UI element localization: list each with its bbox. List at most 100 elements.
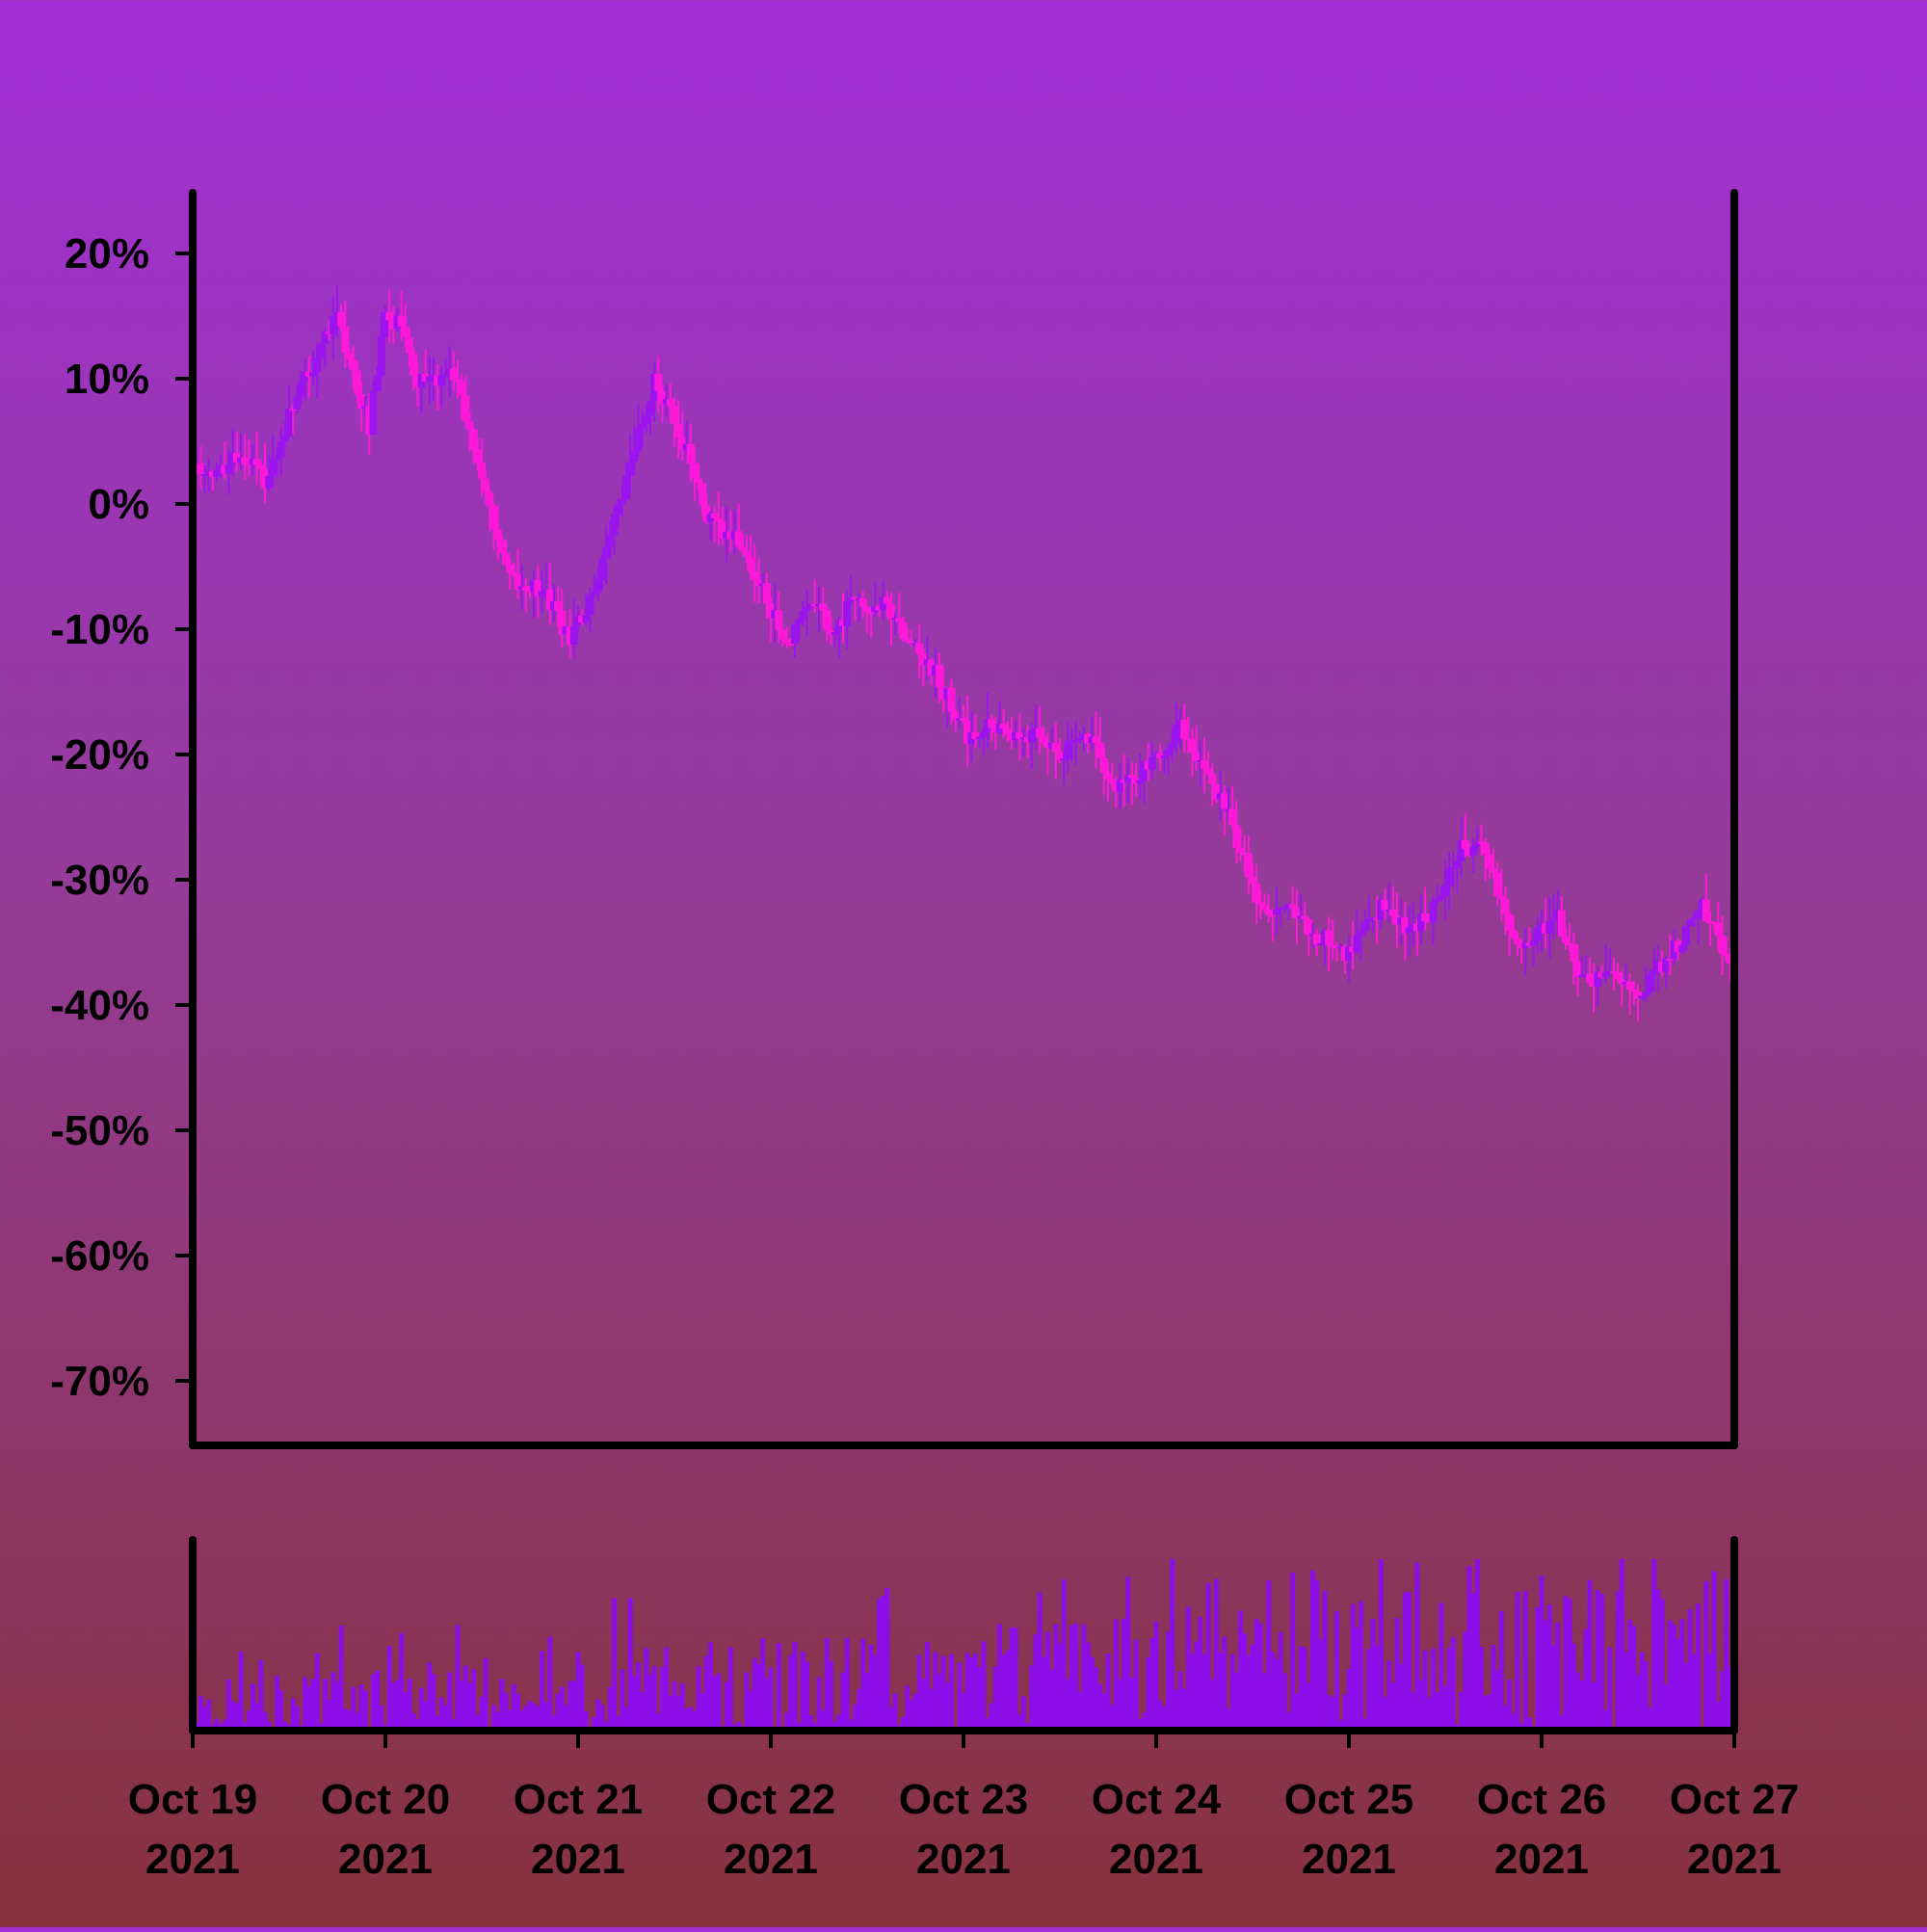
volume-bar [239,1652,244,1731]
volume-bar [1516,1592,1520,1731]
candle [1124,757,1132,804]
candle [1313,929,1321,957]
y-tick-label: 10% [65,356,149,403]
candle [1132,763,1140,797]
candle [261,442,269,502]
volume-bar [1134,1640,1139,1731]
volume-bar [315,1654,320,1731]
x-tick-label-date: Oct 25 [1284,1776,1414,1823]
volume-bar [1359,1601,1363,1731]
volume-bar [1451,1637,1456,1731]
volume-bar [484,1658,488,1731]
volume-bar [1607,1647,1612,1731]
x-tick-label-date: Oct 19 [128,1776,258,1823]
candle [1695,910,1703,944]
y-tick-label: -10% [50,606,149,653]
candle [382,305,389,338]
volume-bar [793,1642,798,1731]
x-tick-label-year: 2021 [1494,1836,1589,1883]
x-tick-label-year: 2021 [338,1836,433,1883]
candle [952,709,960,733]
x-tick-label-date: Oct 23 [899,1776,1029,1823]
candle [1325,916,1333,972]
candle [426,357,434,405]
volume-bar [363,1690,368,1731]
candle [1434,885,1441,905]
candle [1558,896,1566,937]
candle [1128,762,1136,805]
x-tick-label-year: 2021 [724,1836,818,1883]
candle [1052,722,1060,779]
candle [1441,860,1449,920]
candle [1036,706,1043,754]
candle [213,462,221,482]
candle [1703,873,1710,921]
candle [546,562,554,625]
candle [522,578,530,612]
candle [434,364,441,410]
candle [1064,721,1071,772]
x-tick-label-date: Oct 24 [1092,1776,1222,1823]
candle [1582,955,1590,976]
candle [1534,916,1542,954]
candle [1586,958,1594,986]
candle [1253,864,1260,924]
volume-bar [1334,1611,1339,1731]
candle [237,434,245,469]
y-tick-label: 20% [65,230,149,278]
x-tick-label-date: Oct 26 [1477,1776,1607,1823]
volume-bar [1523,1591,1528,1731]
candle [1148,742,1156,780]
candle [233,432,241,471]
candle [1273,887,1280,936]
y-tick-label: -70% [50,1358,149,1405]
candle [867,610,875,637]
candle [558,589,566,648]
volume-bar [981,1641,986,1731]
candle [539,570,546,613]
candle [570,598,578,658]
candle [1406,906,1413,956]
x-tick-label-year: 2021 [1687,1836,1782,1883]
candle [1072,721,1080,765]
candle [726,510,734,552]
candle [735,504,743,549]
candle [285,384,293,438]
volume-bar [893,1693,898,1731]
volume-bar [949,1654,954,1731]
y-tick-label: 0% [88,481,149,528]
candle [1305,918,1312,956]
volume-bar [769,1667,774,1731]
y-tick-label: -20% [50,731,149,779]
candle [1345,935,1353,982]
candle [330,296,337,358]
candle [863,606,871,633]
x-tick-label-date: Oct 22 [706,1776,836,1823]
candle [1606,949,1614,975]
candle [915,623,923,678]
candle [711,506,719,543]
candle [1245,835,1253,894]
candle [1626,974,1634,1015]
volume-series [195,1559,1733,1731]
volume-bar [716,1673,721,1731]
candle [767,597,775,643]
candle [919,649,927,687]
candle [1445,853,1453,911]
x-tick-label-year: 2021 [1302,1836,1396,1883]
candle [751,544,758,602]
x-tick-label-date: Oct 27 [1670,1776,1800,1823]
candlestick-series [193,285,1734,1021]
candle [1201,737,1208,793]
candle [996,701,1004,733]
candle [791,623,799,658]
candle [1430,896,1438,945]
x-tick-label-year: 2021 [916,1836,1011,1883]
candle [490,503,498,550]
candle [450,352,458,392]
candle [317,341,325,360]
volume-bar [728,1647,733,1731]
